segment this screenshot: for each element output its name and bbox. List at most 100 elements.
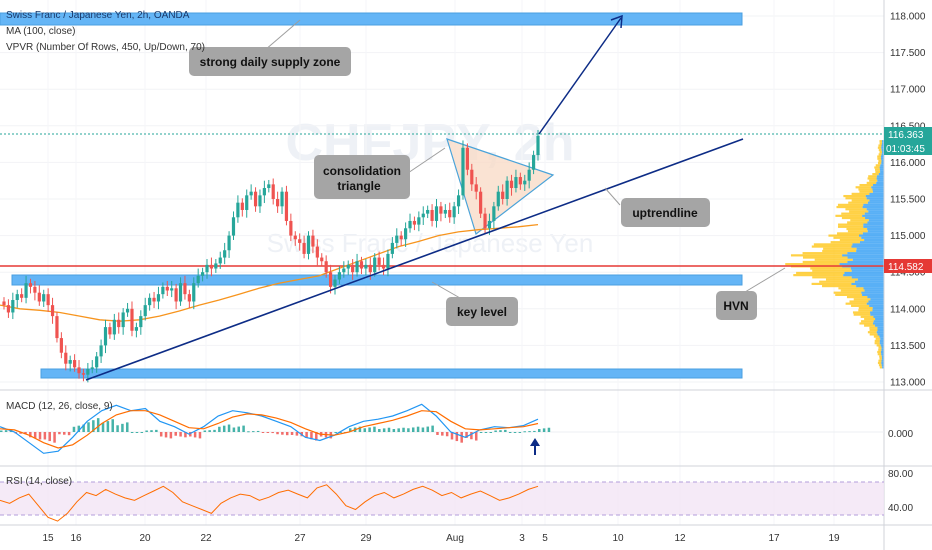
- rsi-line: [0, 484, 539, 522]
- vpvr-bar-down: [837, 232, 863, 235]
- supply-callout-text: strong daily supply zone: [200, 55, 341, 69]
- vpvr-bar-down: [822, 285, 857, 288]
- bottom-zone[interactable]: [40, 368, 743, 379]
- candle-body: [461, 147, 465, 196]
- ma-legend[interactable]: MA (100, close): [6, 26, 75, 37]
- vpvr-bar-down: [850, 219, 869, 222]
- candle-body: [227, 235, 231, 251]
- price-axis[interactable]: 118.000 117.500 117.000 116.500 116.000 115.5…: [890, 12, 926, 389]
- uptrend-line[interactable]: [85, 138, 744, 381]
- vpvr-bar-down: [877, 162, 882, 165]
- vpvr-bar-up: [881, 140, 884, 143]
- candle-body: [505, 180, 509, 199]
- vpvr-bar-up: [869, 199, 884, 202]
- macd-hist-bar: [145, 430, 148, 432]
- candle-body: [501, 191, 505, 199]
- uptrend-callout-pointer: [604, 187, 621, 206]
- vpvr-bar-up: [881, 151, 884, 154]
- supply-callout[interactable]: [189, 47, 351, 76]
- candle-body: [426, 209, 430, 214]
- uptrend-callout[interactable]: [621, 198, 710, 227]
- candle-body: [121, 312, 125, 328]
- macd-hist-bar: [213, 429, 216, 432]
- supply-callout-pointer: [264, 19, 301, 51]
- vpvr-bar-down: [811, 245, 852, 248]
- time-label: 10: [612, 533, 624, 544]
- macd-hist-bar: [382, 428, 386, 432]
- macd-hist-bar: [101, 423, 105, 432]
- symbol-title[interactable]: Swiss Franc / Japanese Yen, 2h, OANDA: [6, 10, 190, 21]
- candle-body: [161, 286, 165, 295]
- vpvr-bar-down: [819, 280, 855, 283]
- candle-body: [253, 191, 258, 207]
- candle-body: [77, 367, 81, 374]
- macd-hist-bar: [450, 432, 454, 440]
- consolidation-callout[interactable]: [314, 155, 410, 199]
- key-level-callout[interactable]: [446, 297, 518, 326]
- time-label: 19: [828, 533, 840, 544]
- vpvr-bar-down: [802, 252, 848, 255]
- macd-hist-bar: [140, 432, 144, 433]
- vpvr-bar-up: [877, 179, 884, 182]
- vpvr-bar-down: [879, 366, 883, 369]
- vpvr-bar-down: [874, 339, 880, 343]
- macd-hist-bar: [87, 422, 90, 432]
- macd-hist-bar: [348, 428, 352, 432]
- vpvr-bar-up: [856, 249, 884, 253]
- macd-hist-bar: [4, 430, 8, 432]
- consolidation-callout-pointer: [404, 147, 446, 176]
- vpvr-bar-down: [874, 342, 880, 345]
- key-level-zone[interactable]: [11, 274, 743, 286]
- candle-body: [346, 264, 350, 269]
- candle-body: [130, 308, 134, 331]
- macd-hist-bar: [508, 432, 512, 433]
- vpvr-bar-down: [877, 146, 882, 149]
- vpvr-bar-up: [862, 214, 884, 217]
- vpvr-legend[interactable]: VPVR (Number Of Rows, 450, Up/Down, 70): [6, 42, 205, 53]
- vpvr-bar-up: [881, 144, 884, 147]
- candle-body: [355, 261, 359, 273]
- vpvr-bar-up: [881, 348, 884, 351]
- candle-body: [284, 191, 289, 221]
- macd-hist-bar: [77, 425, 81, 432]
- vpvr-bar-down: [833, 236, 862, 239]
- vpvr-bar-down: [860, 315, 874, 318]
- rsi-title[interactable]: RSI (14, close): [6, 476, 72, 487]
- vpvr-bar-down: [851, 192, 870, 195]
- macd-hist-bar: [48, 432, 51, 442]
- vpvr-bar-up: [881, 162, 884, 165]
- macd-tick-0: 0.000: [888, 429, 913, 440]
- candle-body: [474, 184, 478, 192]
- macd-hist-bar: [499, 430, 502, 432]
- macd-hist-bar: [528, 431, 531, 433]
- vpvr-bar-down: [876, 344, 881, 347]
- macd-hist-bar: [43, 432, 47, 440]
- vpvr-bar-up: [879, 166, 884, 169]
- candle-body: [315, 246, 319, 258]
- candle-body: [328, 272, 333, 287]
- price-tick: 115.500: [890, 195, 926, 206]
- macd-hist-bar: [276, 432, 279, 435]
- hvn-callout[interactable]: [716, 291, 757, 320]
- projection-arrow[interactable]: [538, 17, 622, 135]
- supply-zone[interactable]: [0, 12, 743, 26]
- vpvr-bar-down: [873, 335, 880, 338]
- candle-body: [245, 195, 249, 210]
- vpvr-bar-up: [857, 278, 884, 281]
- macd-hist-bar: [441, 432, 444, 436]
- candle-body: [37, 292, 41, 302]
- vpvr-bar-down: [838, 287, 864, 290]
- vpvr-bar-up: [879, 168, 884, 171]
- vpvr-bar-down: [877, 155, 881, 158]
- candle-body: [408, 220, 412, 229]
- candle-body: [20, 294, 24, 298]
- time-axis[interactable]: 15 16 20 22 27 29 Aug 3 5 10 12 17 19: [42, 533, 840, 544]
- vpvr-bar-up: [870, 298, 884, 301]
- macd-hist-bar: [58, 432, 61, 435]
- macd-hist-bar: [416, 426, 420, 432]
- candle-body: [95, 356, 99, 368]
- vpvr-bar-down: [836, 205, 863, 209]
- macd-title[interactable]: MACD (12, 26, close, 9): [6, 401, 113, 412]
- candle-body: [174, 288, 178, 302]
